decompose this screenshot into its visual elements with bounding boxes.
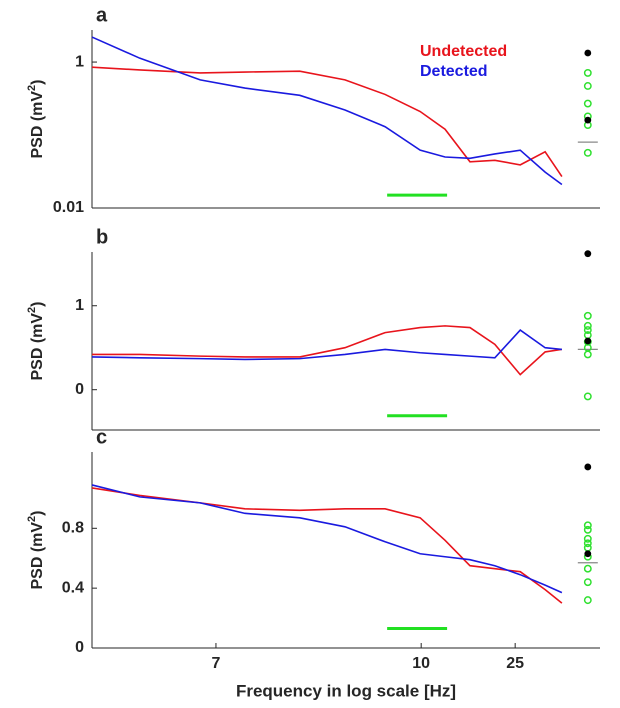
subject-point — [583, 578, 592, 587]
subject-point — [583, 543, 592, 552]
y-tick-label: 0 — [75, 639, 84, 656]
subject-point — [583, 326, 592, 335]
highlight-point — [584, 116, 592, 124]
subject-point — [583, 99, 592, 108]
subject-point — [583, 321, 592, 330]
series-line — [91, 484, 563, 594]
subject-point — [583, 148, 592, 157]
highlight-point — [584, 250, 592, 258]
highlight-point — [584, 550, 592, 558]
x-tick-label: 10 — [412, 655, 430, 672]
highlight-point — [584, 463, 592, 471]
highlight-point — [584, 49, 592, 57]
highlight-point — [584, 337, 592, 345]
series-line — [91, 329, 562, 361]
panel-label: a — [96, 4, 108, 26]
subject-point — [583, 521, 592, 530]
subject-point — [583, 68, 592, 77]
subject-point — [583, 392, 592, 401]
series-line — [91, 487, 563, 604]
y-tick-label: 0 — [75, 381, 84, 398]
y-axis-label-part: ) — [29, 510, 46, 515]
x-tick-label: 25 — [506, 655, 524, 672]
y-tick-label: 1 — [75, 297, 84, 314]
series-line — [91, 36, 563, 186]
panel-label: c — [96, 426, 107, 448]
y-tick-label: 0.4 — [62, 579, 84, 596]
subject-point — [583, 350, 592, 359]
y-axis-label-part: 2 — [26, 307, 38, 313]
legend-entry: Undetected — [420, 43, 507, 60]
subject-point — [583, 525, 592, 534]
subject-point — [583, 82, 592, 90]
y-axis-label-part: PSD (mV — [29, 91, 46, 159]
subject-point — [583, 539, 592, 548]
y-axis-label-part: ) — [29, 301, 46, 306]
legend-entry: Detected — [420, 63, 488, 80]
y-tick-label: 0.8 — [62, 520, 84, 537]
y-axis-label: PSD (mV2) — [26, 301, 46, 380]
subject-point — [583, 564, 592, 573]
y-axis-label: PSD (mV2) — [26, 79, 46, 158]
y-axis-label-part: PSD (mV — [29, 313, 46, 381]
y-axis-label-part: 2 — [26, 85, 38, 91]
x-axis-label: Frequency in log scale [Hz] — [236, 681, 456, 700]
y-tick-label: 1 — [75, 53, 84, 70]
y-axis-label-part: ) — [29, 79, 46, 84]
series-line — [91, 66, 563, 177]
subject-point — [583, 596, 592, 605]
subject-point — [583, 311, 592, 320]
y-axis-label-part: PSD (mV — [29, 522, 46, 590]
y-axis-label: PSD (mV2) — [26, 510, 46, 589]
x-tick-label: 7 — [211, 655, 220, 672]
panel-label: b — [96, 226, 108, 248]
subject-point — [583, 534, 592, 543]
series-line — [92, 325, 563, 376]
y-axis-label-part: 2 — [26, 516, 38, 522]
y-tick-label: 0.01 — [53, 199, 84, 216]
